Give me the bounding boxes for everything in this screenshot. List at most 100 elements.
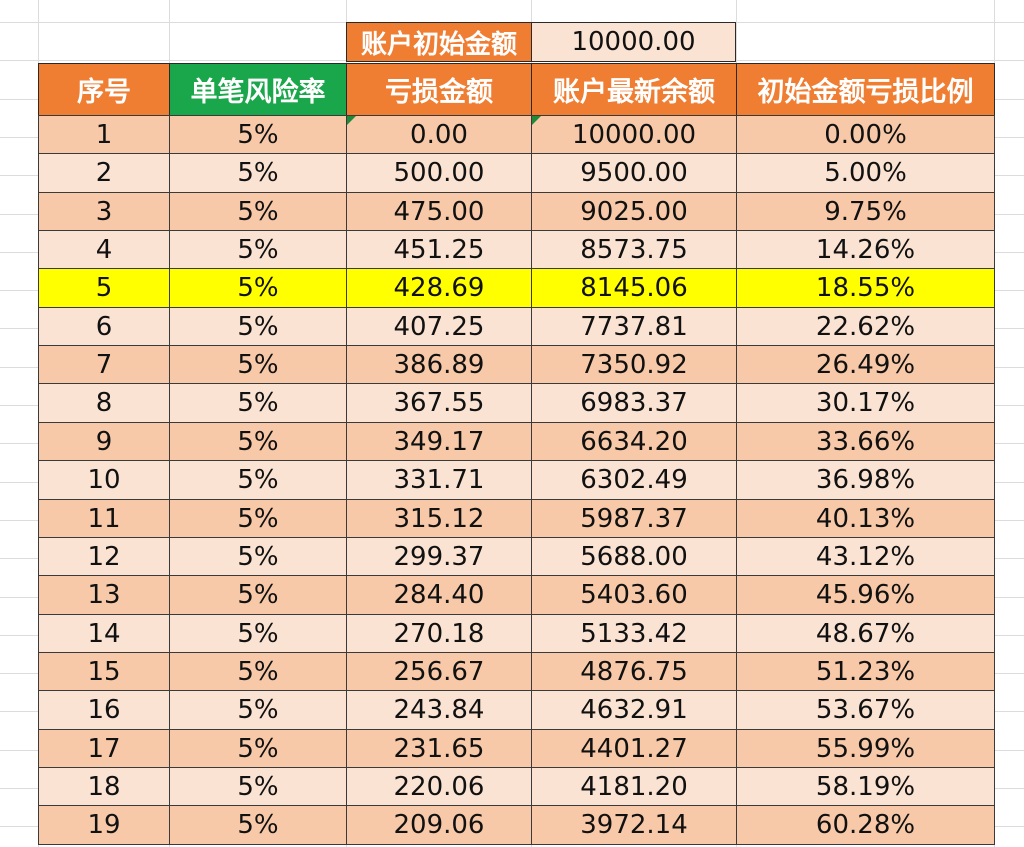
table-cell-col-index[interactable]: 3 [38, 192, 170, 231]
table-cell-col-loss-ratio[interactable]: 48.67% [736, 614, 995, 653]
table-cell-col-index[interactable]: 14 [38, 614, 170, 653]
table-cell-col-loss-ratio[interactable]: 18.55% [736, 268, 995, 308]
table-cell-col-balance[interactable]: 9025.00 [531, 192, 737, 231]
table-cell-col-loss-ratio[interactable]: 45.96% [736, 575, 995, 615]
table-cell-col-index[interactable]: 6 [38, 307, 170, 346]
table-cell-col-balance[interactable]: 4181.20 [531, 767, 737, 806]
table-cell-col-loss-amount[interactable]: 349.17 [346, 422, 532, 461]
table-cell-col-balance[interactable]: 4401.27 [531, 729, 737, 768]
table-cell-col-loss-ratio[interactable]: 43.12% [736, 537, 995, 576]
table-cell-col-index[interactable]: 18 [38, 767, 170, 806]
table-cell-col-index[interactable]: 19 [38, 805, 170, 845]
table-cell-col-risk-rate[interactable]: 5% [169, 767, 347, 806]
table-cell-col-balance[interactable]: 8145.06 [531, 268, 737, 308]
header-col-index[interactable]: 序号 [38, 63, 170, 116]
table-cell-col-risk-rate[interactable]: 5% [169, 383, 347, 423]
table-cell-col-index[interactable]: 10 [38, 460, 170, 500]
table-cell-col-loss-amount[interactable]: 451.25 [346, 230, 532, 269]
table-cell-col-index[interactable]: 7 [38, 345, 170, 384]
table-cell-col-loss-ratio[interactable]: 14.26% [736, 230, 995, 269]
table-cell-col-loss-amount[interactable]: 475.00 [346, 192, 532, 231]
table-cell-col-index[interactable]: 1 [38, 115, 170, 154]
table-cell-col-balance[interactable]: 5403.60 [531, 575, 737, 615]
table-cell-col-loss-amount[interactable]: 270.18 [346, 614, 532, 653]
table-cell-col-risk-rate[interactable]: 5% [169, 345, 347, 384]
table-cell-col-risk-rate[interactable]: 5% [169, 614, 347, 653]
table-cell-col-loss-ratio[interactable]: 5.00% [736, 153, 995, 193]
table-cell-col-balance[interactable]: 6983.37 [531, 383, 737, 423]
table-cell-col-loss-amount[interactable]: 500.00 [346, 153, 532, 193]
table-cell-col-risk-rate[interactable]: 5% [169, 575, 347, 615]
table-cell-col-loss-amount[interactable]: 407.25 [346, 307, 532, 346]
table-cell-col-index[interactable]: 16 [38, 690, 170, 730]
initial-amount-label[interactable]: 账户初始金额 [346, 22, 532, 62]
table-cell-col-balance[interactable]: 10000.00 [531, 115, 737, 154]
header-col-loss-ratio[interactable]: 初始金额亏损比例 [736, 63, 995, 116]
table-cell-col-risk-rate[interactable]: 5% [169, 652, 347, 691]
table-cell-col-balance[interactable]: 4632.91 [531, 690, 737, 730]
table-cell-col-loss-ratio[interactable]: 33.66% [736, 422, 995, 461]
table-cell-col-risk-rate[interactable]: 5% [169, 115, 347, 154]
table-cell-col-loss-amount[interactable]: 386.89 [346, 345, 532, 384]
table-cell-col-risk-rate[interactable]: 5% [169, 729, 347, 768]
table-cell-col-risk-rate[interactable]: 5% [169, 192, 347, 231]
table-cell-col-risk-rate[interactable]: 5% [169, 230, 347, 269]
table-cell-col-loss-amount[interactable]: 243.84 [346, 690, 532, 730]
table-cell-col-loss-amount[interactable]: 299.37 [346, 537, 532, 576]
table-cell-col-risk-rate[interactable]: 5% [169, 268, 347, 308]
table-cell-col-loss-amount[interactable]: 284.40 [346, 575, 532, 615]
table-cell-col-index[interactable]: 9 [38, 422, 170, 461]
table-cell-col-risk-rate[interactable]: 5% [169, 422, 347, 461]
table-cell-col-loss-amount[interactable]: 367.55 [346, 383, 532, 423]
table-cell-col-loss-ratio[interactable]: 9.75% [736, 192, 995, 231]
table-cell-col-balance[interactable]: 6302.49 [531, 460, 737, 500]
table-cell-col-risk-rate[interactable]: 5% [169, 153, 347, 193]
table-cell-col-risk-rate[interactable]: 5% [169, 307, 347, 346]
table-cell-col-loss-ratio[interactable]: 26.49% [736, 345, 995, 384]
table-cell-col-loss-ratio[interactable]: 58.19% [736, 767, 995, 806]
table-cell-col-balance[interactable]: 7737.81 [531, 307, 737, 346]
table-cell-col-loss-amount[interactable]: 315.12 [346, 499, 532, 538]
table-cell-col-loss-amount[interactable]: 209.06 [346, 805, 532, 845]
header-col-balance[interactable]: 账户最新余额 [531, 63, 737, 116]
table-cell-col-loss-amount[interactable]: 0.00 [346, 115, 532, 154]
table-cell-col-index[interactable]: 8 [38, 383, 170, 423]
table-cell-col-loss-ratio[interactable]: 0.00% [736, 115, 995, 154]
header-col-risk-rate[interactable]: 单笔风险率 [169, 63, 347, 116]
table-cell-col-balance[interactable]: 6634.20 [531, 422, 737, 461]
header-col-loss-amount[interactable]: 亏损金额 [346, 63, 532, 116]
table-cell-col-loss-ratio[interactable]: 40.13% [736, 499, 995, 538]
table-cell-col-loss-ratio[interactable]: 30.17% [736, 383, 995, 423]
initial-amount-value[interactable]: 10000.00 [531, 22, 736, 62]
table-cell-col-balance[interactable]: 4876.75 [531, 652, 737, 691]
table-cell-col-risk-rate[interactable]: 5% [169, 805, 347, 845]
table-cell-col-index[interactable]: 13 [38, 575, 170, 615]
table-cell-col-balance[interactable]: 5987.37 [531, 499, 737, 538]
table-cell-col-index[interactable]: 11 [38, 499, 170, 538]
table-cell-col-risk-rate[interactable]: 5% [169, 537, 347, 576]
table-cell-col-loss-ratio[interactable]: 53.67% [736, 690, 995, 730]
table-cell-col-index[interactable]: 12 [38, 537, 170, 576]
table-cell-col-loss-ratio[interactable]: 22.62% [736, 307, 995, 346]
table-cell-col-loss-amount[interactable]: 428.69 [346, 268, 532, 308]
table-cell-col-risk-rate[interactable]: 5% [169, 460, 347, 500]
table-cell-col-balance[interactable]: 5688.00 [531, 537, 737, 576]
table-cell-col-balance[interactable]: 3972.14 [531, 805, 737, 845]
table-cell-col-index[interactable]: 2 [38, 153, 170, 193]
table-cell-col-loss-ratio[interactable]: 51.23% [736, 652, 995, 691]
table-cell-col-risk-rate[interactable]: 5% [169, 499, 347, 538]
table-cell-col-loss-amount[interactable]: 331.71 [346, 460, 532, 500]
table-cell-col-loss-amount[interactable]: 256.67 [346, 652, 532, 691]
table-cell-col-loss-amount[interactable]: 220.06 [346, 767, 532, 806]
table-cell-col-risk-rate[interactable]: 5% [169, 690, 347, 730]
table-cell-col-loss-ratio[interactable]: 60.28% [736, 805, 995, 845]
table-cell-col-index[interactable]: 4 [38, 230, 170, 269]
table-cell-col-balance[interactable]: 8573.75 [531, 230, 737, 269]
table-cell-col-index[interactable]: 17 [38, 729, 170, 768]
table-cell-col-balance[interactable]: 7350.92 [531, 345, 737, 384]
table-cell-col-index[interactable]: 5 [38, 268, 170, 308]
table-cell-col-balance[interactable]: 9500.00 [531, 153, 737, 193]
table-cell-col-loss-ratio[interactable]: 55.99% [736, 729, 995, 768]
table-cell-col-index[interactable]: 15 [38, 652, 170, 691]
table-cell-col-loss-amount[interactable]: 231.65 [346, 729, 532, 768]
